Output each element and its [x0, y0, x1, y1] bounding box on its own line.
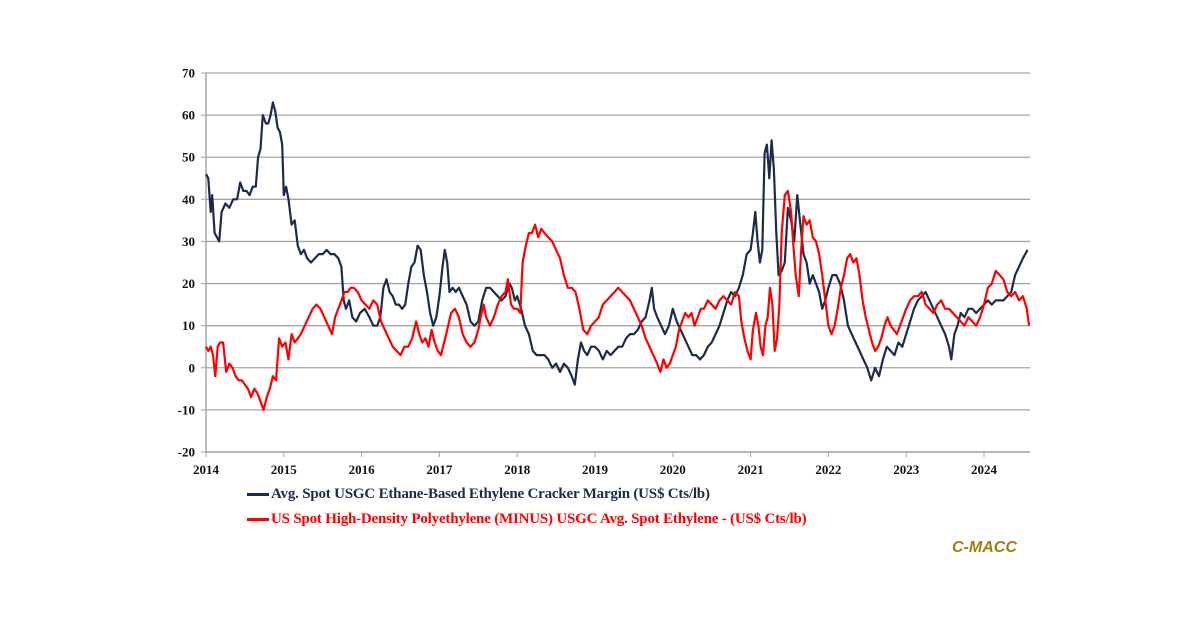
x-tick-label: 2023 [893, 462, 920, 477]
y-tick-label: 40 [182, 192, 195, 207]
x-tick-label: 2019 [582, 462, 609, 477]
x-tick-label: 2022 [815, 462, 841, 477]
x-axis-ticks: 2014 2015 2016 2017 2018 2019 2020 2021 2022 2023… [193, 452, 998, 477]
gridlines [206, 72, 1030, 453]
legend-item-hdpe-spread: US Spot High-Density Polyethylene (MINUS… [247, 511, 807, 528]
x-tick-label: 2017 [426, 462, 453, 477]
legend-label: Avg. Spot USGC Ethane-Based Ethylene Cra… [271, 486, 710, 502]
x-tick-label: 2024 [971, 462, 998, 477]
x-tick-label: 2021 [738, 462, 764, 477]
x-tick-label: 2015 [271, 462, 298, 477]
legend-item-cracker-margin: Avg. Spot USGC Ethane-Based Ethylene Cra… [247, 486, 710, 503]
x-tick-label: 2020 [660, 462, 686, 477]
y-tick-label: 60 [182, 108, 195, 123]
y-tick-label: -10 [178, 402, 195, 417]
legend-swatch-navy [247, 493, 269, 496]
source-label: C-MACC [952, 539, 1017, 556]
y-tick-label: 10 [182, 318, 195, 333]
series-group [205, 101, 1031, 411]
y-tick-label: 30 [182, 234, 195, 249]
x-tick-label: 2014 [193, 462, 220, 477]
y-tick-label: 50 [182, 150, 195, 165]
y-tick-label: -20 [178, 445, 195, 460]
x-tick-label: 2018 [504, 462, 531, 477]
y-tick-label: 20 [182, 276, 195, 291]
y-axis-ticks: -20 -10 0 10 20 30 40 50 60 70 [178, 66, 206, 460]
y-tick-label: 0 [189, 360, 196, 375]
y-tick-label: 70 [182, 66, 195, 81]
legend-swatch-red [247, 518, 269, 521]
legend-label: US Spot High-Density Polyethylene (MINUS… [271, 511, 807, 527]
x-tick-label: 2016 [349, 462, 376, 477]
series-line-hdpe-spread [205, 189, 1031, 411]
series-line-cracker-margin [205, 101, 1029, 386]
